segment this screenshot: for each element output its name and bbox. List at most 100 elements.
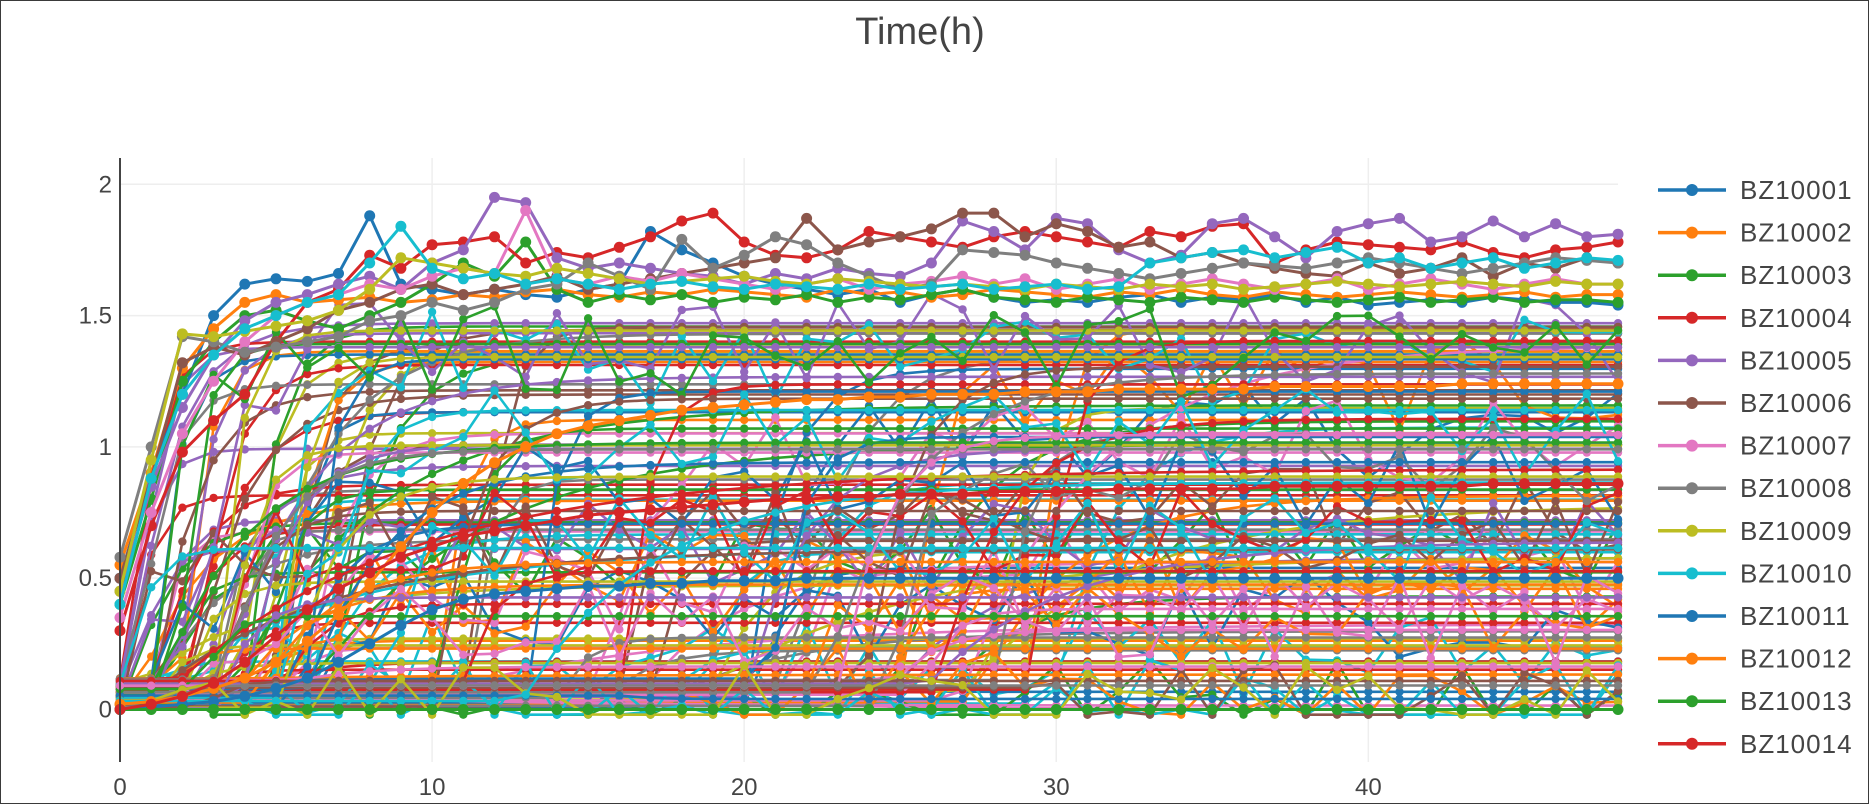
background-trace-point: [740, 415, 749, 425]
y-tick-label: 0: [99, 696, 112, 723]
background-trace-point: [427, 554, 437, 563]
background-trace-point: [334, 350, 343, 359]
background-trace-point: [459, 408, 468, 417]
background-trace-point: [1208, 405, 1217, 415]
background-trace-point: [209, 493, 218, 503]
background-trace-point: [303, 550, 312, 559]
background-trace-point: [1520, 405, 1529, 415]
background-trace-point: [240, 483, 249, 493]
background-trace-point: [1176, 536, 1186, 545]
background-trace-point: [365, 430, 374, 439]
background-trace-point: [1145, 536, 1155, 545]
background-traces: [115, 289, 1623, 719]
y-tick-label: 0.5: [79, 565, 112, 592]
background-trace-point: [1208, 536, 1217, 545]
x-tick-label: 10: [419, 774, 446, 801]
background-trace-point: [896, 415, 905, 425]
background-trace-point: [1176, 513, 1186, 522]
background-trace-point: [178, 503, 187, 512]
background-trace-point: [334, 525, 343, 535]
background-trace-point: [396, 394, 406, 404]
background-trace-point: [1332, 495, 1342, 504]
background-trace-point: [864, 415, 874, 425]
background-trace-point: [427, 627, 437, 637]
background-trace-point: [178, 537, 187, 546]
background-trace-point: [334, 364, 343, 373]
background-trace-point: [802, 405, 811, 415]
y-tick-label: 1.5: [79, 303, 112, 330]
background-trace-point: [1114, 405, 1123, 415]
background-trace-point: [1395, 493, 1404, 502]
background-trace-point: [521, 462, 530, 471]
background-trace-point: [147, 541, 156, 550]
background-trace-point: [490, 629, 499, 638]
background-trace-point: [1582, 405, 1592, 415]
background-trace-point: [240, 494, 249, 504]
background-trace-point: [427, 469, 437, 479]
background-trace-point: [365, 387, 374, 396]
background-trace-point: [1239, 405, 1248, 415]
background-trace-point: [271, 445, 281, 455]
background-trace-point: [147, 615, 156, 624]
background-trace-point: [927, 536, 936, 545]
background-trace-point: [209, 633, 218, 642]
background-trace-point: [552, 416, 562, 426]
background-trace-point: [958, 415, 967, 425]
background-trace-point: [365, 405, 374, 415]
background-trace-point: [833, 415, 842, 425]
background-trace-point: [1301, 407, 1311, 416]
background-trace-point: [521, 622, 530, 631]
background-trace-point: [427, 463, 437, 472]
x-tick-label: 40: [1355, 774, 1382, 801]
background-trace-point: [958, 536, 967, 545]
background-trace-point: [521, 406, 530, 415]
background-trace-point: [771, 413, 780, 422]
background-trace-point: [615, 405, 624, 415]
y-tick-label: 2: [99, 171, 112, 198]
background-trace-point: [303, 393, 312, 402]
background-trace-point: [1457, 405, 1467, 415]
background-trace-point: [303, 380, 312, 389]
background-trace-point: [209, 435, 218, 444]
background-trace-point: [583, 531, 593, 540]
background-trace-point: [552, 531, 562, 541]
background-trace-point: [927, 405, 936, 415]
background-trace-point: [240, 518, 249, 527]
background-trace-point: [178, 648, 187, 658]
background-trace-point: [396, 499, 406, 508]
background-trace-point: [459, 456, 468, 465]
background-trace-point: [1457, 492, 1467, 501]
x-tick-label: 20: [731, 774, 758, 801]
background-trace-point: [1489, 492, 1498, 501]
x-tick-label: 0: [113, 774, 126, 801]
background-trace-point: [334, 634, 343, 643]
background-trace-point: [1613, 405, 1623, 415]
x-tick-label: 30: [1043, 774, 1070, 801]
background-trace-point: [521, 319, 530, 328]
background-trace-point: [1551, 405, 1560, 415]
background-trace-point: [490, 430, 499, 439]
background-trace-point: [1301, 497, 1311, 506]
background-trace-point: [459, 369, 468, 378]
y-tick-label: 1: [99, 434, 112, 461]
background-trace-point: [1489, 498, 1498, 508]
background-trace-point: [740, 531, 749, 541]
background-trace-point: [896, 536, 905, 545]
background-trace-point: [490, 406, 499, 416]
background-trace-point: [209, 456, 218, 465]
background-trace-point: [833, 405, 842, 415]
background-trace-point: [365, 525, 374, 534]
background-trace-point: [427, 412, 437, 422]
background-trace-point: [864, 405, 874, 415]
background-trace-point: [490, 535, 499, 544]
background-trace-point: [1145, 405, 1155, 415]
background-trace-point: [459, 462, 468, 471]
background-trace-point: [365, 350, 374, 359]
background-trace-point: [1364, 529, 1373, 538]
chart-title: Time(h): [855, 11, 984, 53]
background-trace-point: [427, 429, 437, 438]
background-trace-point: [490, 319, 499, 328]
background-trace-point: [1332, 536, 1342, 545]
